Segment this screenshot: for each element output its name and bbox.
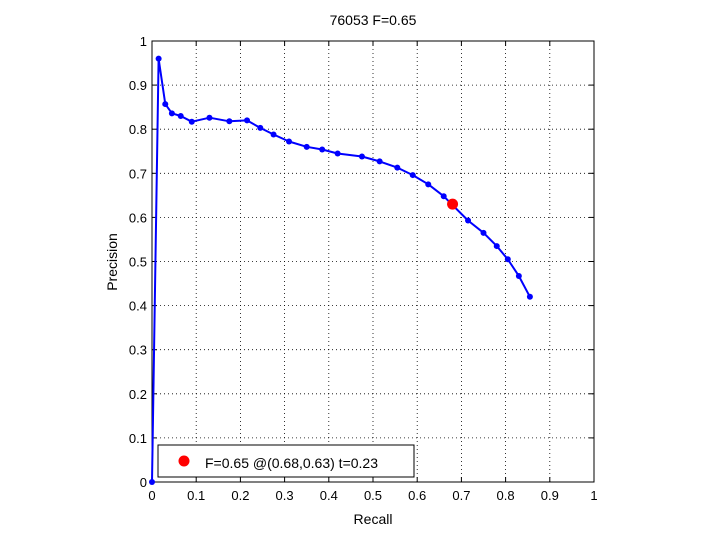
y-tick-label: 0.9	[129, 78, 147, 93]
x-tick-label: 0.3	[276, 488, 294, 503]
data-point	[155, 55, 162, 62]
y-tick-label: 1	[140, 34, 147, 49]
x-tick-label: 0.1	[187, 488, 205, 503]
data-point	[515, 273, 522, 280]
x-axis-label: Recall	[354, 511, 393, 527]
axis-ticks: 0 0.1 0.2 0.3 0.4 0.5 0.6 0.7 0.8 0.9 1 0 0.1 0.2 0.3 0…	[129, 34, 598, 503]
data-point	[286, 138, 293, 145]
data-point	[149, 479, 155, 485]
data-point	[177, 112, 184, 119]
data-point	[334, 150, 341, 157]
y-tick-label: 0.3	[129, 343, 147, 358]
data-point	[376, 158, 383, 165]
x-tick-label: 0.4	[320, 488, 338, 503]
data-point	[319, 146, 326, 153]
best-f-point	[447, 198, 459, 210]
x-tick-label: 0.2	[231, 488, 249, 503]
y-tick-label: 0.4	[129, 299, 147, 314]
data-point	[480, 229, 487, 236]
legend-box	[157, 444, 415, 478]
x-tick-label: 0	[148, 488, 155, 503]
x-tick-label: 0.8	[497, 488, 515, 503]
data-point	[526, 293, 533, 300]
data-point	[257, 124, 264, 131]
y-tick-label: 0.1	[129, 431, 147, 446]
data-point	[162, 101, 169, 108]
legend-marker	[178, 455, 190, 467]
x-tick-label: 0.7	[452, 488, 470, 503]
data-point	[440, 193, 447, 200]
x-tick-label: 0.5	[364, 488, 382, 503]
data-point	[358, 153, 365, 160]
x-tick-label: 1	[590, 488, 597, 503]
y-tick-label: 0	[140, 475, 147, 490]
data-point	[504, 256, 511, 263]
data-point	[188, 118, 195, 125]
data-point	[206, 114, 213, 121]
y-tick-label: 0.6	[129, 210, 147, 225]
data-point	[409, 172, 416, 179]
data-point	[425, 181, 432, 188]
grid	[152, 41, 594, 482]
chart-title: 76053 F=0.65	[330, 12, 417, 28]
data-point	[303, 143, 310, 150]
data-point	[270, 131, 277, 138]
y-axis-label: Precision	[104, 233, 120, 291]
x-tick-label: 0.6	[408, 488, 426, 503]
plot-frame	[151, 40, 595, 483]
data-point	[394, 164, 401, 171]
y-tick-label: 0.2	[129, 387, 147, 402]
data-point	[493, 243, 500, 250]
legend-label: F=0.65 @(0.68,0.63) t=0.23	[205, 455, 378, 471]
x-tick-label: 0.9	[541, 488, 559, 503]
data-point	[226, 118, 233, 125]
y-tick-label: 0.8	[129, 122, 147, 137]
legend: F=0.65 @(0.68,0.63) t=0.23	[157, 444, 415, 478]
y-tick-label: 0.5	[129, 255, 147, 270]
y-tick-label: 0.7	[129, 166, 147, 181]
data-point	[244, 117, 251, 124]
data-point	[465, 217, 472, 224]
series-layer	[149, 55, 533, 485]
data-point	[168, 110, 175, 117]
